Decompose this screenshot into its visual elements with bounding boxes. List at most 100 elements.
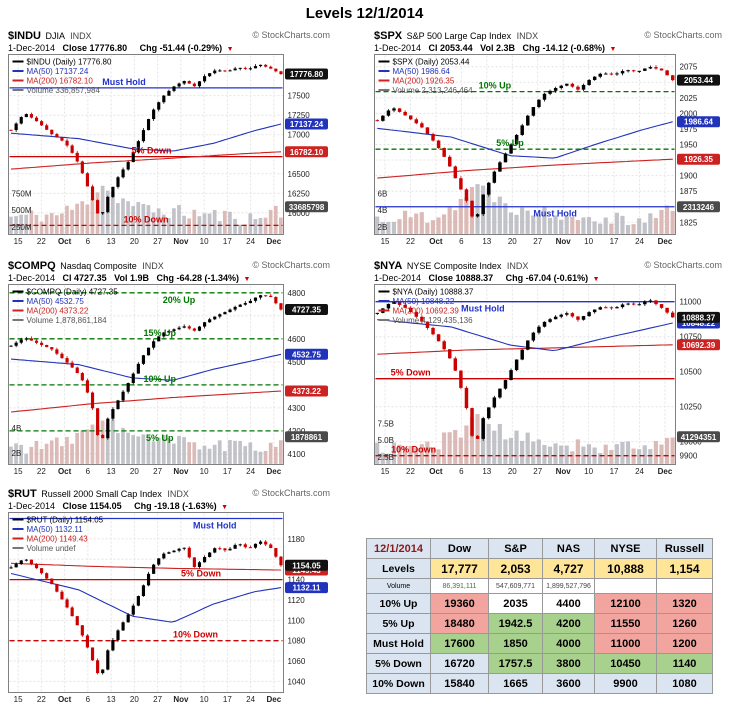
svg-text:Nov: Nov: [173, 467, 189, 476]
level-cell: [594, 578, 657, 594]
svg-text:17000: 17000: [288, 131, 311, 140]
table-date-cell: 12/1/2014: [366, 538, 431, 559]
svg-text:4300: 4300: [288, 404, 306, 413]
svg-text:$NYA (Daily) 10888.37: $NYA (Daily) 10888.37: [393, 288, 474, 297]
chart-index-name: Russell 2000 Small Cap Index: [41, 489, 162, 499]
level-cell: 17600: [430, 633, 489, 654]
chart-index-name: Nasdaq Composite: [60, 261, 137, 271]
level-cell: 3800: [542, 653, 595, 674]
svg-text:1878861: 1878861: [291, 433, 323, 442]
svg-text:17250: 17250: [288, 111, 311, 120]
svg-text:2B: 2B: [12, 449, 22, 458]
svg-text:1140: 1140: [288, 576, 306, 585]
chart-index-type: INDX: [142, 261, 164, 271]
chart-close-value: Close 10888.37: [428, 273, 494, 283]
svg-text:20: 20: [508, 467, 517, 476]
svg-text:20: 20: [130, 695, 139, 704]
svg-text:20: 20: [130, 467, 139, 476]
change-down-arrow-icon: ▼: [592, 276, 600, 283]
table-row-label: Volume: [366, 578, 431, 594]
chart-subheader: 1-Dec-2014 Close 17776.80 Chg -51.44 (-0…: [8, 43, 330, 54]
svg-text:24: 24: [246, 695, 255, 704]
level-cell: 4000: [542, 633, 595, 654]
svg-text:13: 13: [482, 467, 491, 476]
table-header-cell: Russell: [656, 538, 713, 559]
svg-text:17776.80: 17776.80: [290, 70, 324, 79]
svg-text:1875: 1875: [680, 187, 698, 196]
chart-header: © StockCharts.com $INDU DJIA INDX: [8, 30, 330, 43]
svg-text:Dec: Dec: [658, 237, 673, 246]
svg-text:20: 20: [130, 237, 139, 246]
chart-panel-indu: © StockCharts.com $INDU DJIA INDX 1-Dec-…: [8, 30, 330, 251]
chart-ticker: $NYA: [374, 260, 403, 272]
change-down-arrow-icon: ▼: [243, 276, 251, 283]
svg-text:2075: 2075: [680, 63, 698, 72]
svg-text:4727.35: 4727.35: [292, 306, 321, 315]
svg-text:10500: 10500: [680, 368, 703, 377]
chart-panel-rut: © StockCharts.com $RUT Russell 2000 Smal…: [8, 488, 330, 709]
svg-text:10% Up: 10% Up: [143, 374, 176, 384]
svg-text:4800: 4800: [288, 289, 306, 298]
svg-text:24: 24: [635, 467, 644, 476]
table-row: 10% Down 15840 1665 3600 9900 1080: [366, 673, 713, 694]
svg-text:15: 15: [14, 237, 23, 246]
svg-text:10250: 10250: [680, 403, 703, 412]
svg-text:17: 17: [223, 237, 232, 246]
svg-text:Must Hold: Must Hold: [461, 304, 505, 314]
level-cell: 9900: [594, 673, 657, 694]
svg-text:MA(50) 10848.22: MA(50) 10848.22: [393, 297, 455, 306]
svg-text:22: 22: [406, 467, 415, 476]
level-cell: 1757.5: [488, 653, 543, 674]
svg-text:Oct: Oct: [58, 237, 72, 246]
level-cell: 17,777: [430, 558, 489, 579]
svg-text:10% Down: 10% Down: [391, 445, 436, 455]
svg-text:10: 10: [200, 467, 209, 476]
table-row: Must Hold 17600 1850 4000 11000 1200: [366, 633, 713, 654]
chart-change-value: Chg -14.12 (-0.68%): [522, 43, 606, 53]
chart-change-value: Chg -51.44 (-0.29%): [139, 43, 223, 53]
svg-text:250M: 250M: [12, 223, 32, 232]
svg-text:4532.75: 4532.75: [292, 350, 321, 359]
svg-text:4100: 4100: [288, 450, 306, 459]
svg-text:17137.24: 17137.24: [290, 120, 324, 129]
svg-text:10: 10: [200, 695, 209, 704]
table-row: 5% Up 18480 1942.5 4200 11550 1260: [366, 613, 713, 634]
svg-text:11000: 11000: [680, 298, 702, 307]
chart-index-name: S&P 500 Large Cap Index: [406, 31, 512, 41]
chart-volume-value: Vol 2.3B: [480, 43, 515, 53]
svg-text:22: 22: [37, 467, 46, 476]
svg-text:24: 24: [246, 237, 255, 246]
svg-text:41294351: 41294351: [681, 433, 717, 442]
svg-text:2313246: 2313246: [683, 203, 715, 212]
svg-text:24: 24: [635, 237, 644, 246]
table-header-cell: S&P: [488, 538, 543, 559]
chart-index-type: INDX: [167, 489, 189, 499]
svg-text:Volume 2,313,246,464: Volume 2,313,246,464: [393, 86, 474, 95]
level-cell: 1665: [488, 673, 543, 694]
svg-text:27: 27: [153, 237, 162, 246]
svg-text:17: 17: [223, 467, 232, 476]
svg-text:4500: 4500: [288, 358, 306, 367]
svg-text:10888.37: 10888.37: [682, 313, 716, 322]
chart-panel-nya: © StockCharts.com $NYA NYSE Composite In…: [374, 260, 722, 481]
svg-text:1926.35: 1926.35: [684, 155, 713, 164]
svg-text:Volume undef: Volume undef: [27, 544, 77, 553]
levels-table-body: Levels 17,777 2,053 4,727 10,888 1,154 Volume 8…: [366, 558, 713, 694]
chart-subheader: 1-Dec-2014 Cl 4727.35 Vol 1.9B Chg -64.2…: [8, 273, 330, 284]
svg-text:Dec: Dec: [267, 695, 282, 704]
chart-close-value: Close 17776.80: [62, 43, 128, 53]
chart-ticker: $INDU: [8, 30, 42, 42]
chart-ticker: $COMPQ: [8, 260, 56, 272]
svg-text:13: 13: [482, 237, 491, 246]
svg-text:MA(200) 1149.43: MA(200) 1149.43: [27, 535, 89, 544]
chart-close-value: Cl 2053.44: [428, 43, 473, 53]
svg-text:4B: 4B: [12, 424, 22, 433]
level-cell: 4,727: [542, 558, 595, 579]
svg-text:5.0B: 5.0B: [378, 436, 394, 445]
level-cell: 18480: [430, 613, 489, 634]
level-cell: 1,899,527,796: [542, 578, 595, 594]
svg-text:5% Up: 5% Up: [146, 433, 174, 443]
svg-text:6: 6: [459, 467, 464, 476]
price-chart-canvas: 15 22 Oct 6 13 20 27 Nov 10 17 24 Dec 11000 10750 1050…: [374, 284, 720, 476]
svg-text:1900: 1900: [680, 172, 698, 181]
